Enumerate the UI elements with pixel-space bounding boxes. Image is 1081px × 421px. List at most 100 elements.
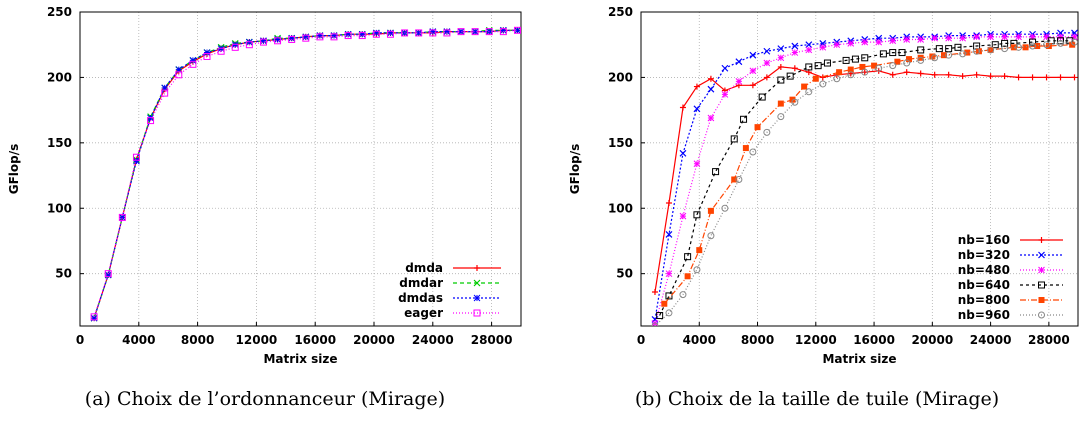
data-point bbox=[935, 45, 943, 53]
data-point bbox=[940, 52, 947, 59]
x-tick-label: 0 bbox=[76, 333, 84, 347]
data-point bbox=[805, 63, 813, 71]
data-point bbox=[847, 66, 854, 73]
data-point bbox=[415, 29, 423, 37]
data-point bbox=[875, 64, 883, 72]
data-point bbox=[735, 175, 743, 183]
data-point bbox=[931, 54, 939, 62]
data-point bbox=[1071, 74, 1078, 81]
data-point bbox=[679, 149, 687, 157]
data-point bbox=[847, 40, 855, 47]
chart-tile-size-choice: 0 4000 8000 12000 16000 20000 24000 28000 50 100 1… bbox=[568, 5, 1079, 366]
data-point bbox=[1043, 74, 1050, 81]
series-line-dmda bbox=[93, 29, 518, 319]
data-point bbox=[707, 232, 715, 240]
data-point bbox=[651, 322, 659, 326]
data-point bbox=[777, 76, 785, 84]
data-point bbox=[651, 288, 658, 295]
data-point bbox=[203, 49, 211, 56]
legend-label: eager bbox=[404, 306, 443, 320]
y-tick-label: 150 bbox=[608, 136, 633, 150]
data-point bbox=[684, 253, 692, 261]
data-point bbox=[833, 75, 841, 83]
data-point bbox=[917, 56, 925, 64]
data-point bbox=[415, 29, 423, 37]
data-point bbox=[161, 84, 169, 92]
data-point bbox=[457, 28, 465, 35]
data-point bbox=[959, 50, 967, 58]
data-point bbox=[712, 168, 720, 176]
data-point bbox=[763, 74, 770, 81]
data-point bbox=[1069, 41, 1076, 48]
data-point bbox=[1015, 74, 1022, 81]
data-point bbox=[758, 93, 766, 101]
data-point bbox=[1029, 42, 1037, 50]
x-tick-label: 28000 bbox=[471, 333, 513, 347]
data-point bbox=[693, 266, 701, 274]
data-point bbox=[693, 160, 701, 168]
data-point bbox=[1015, 43, 1023, 51]
data-point bbox=[189, 57, 197, 64]
series-group bbox=[651, 29, 1078, 326]
legend-marker bbox=[1038, 311, 1045, 319]
data-point bbox=[175, 71, 183, 79]
data-point bbox=[707, 207, 714, 214]
data-point bbox=[679, 212, 687, 220]
data-point bbox=[132, 153, 140, 161]
data-point bbox=[889, 37, 897, 45]
series-line-nb160 bbox=[654, 66, 1075, 293]
data-point bbox=[973, 47, 981, 55]
data-point bbox=[801, 83, 808, 90]
data-point bbox=[1015, 33, 1022, 41]
plot-frame bbox=[79, 11, 522, 327]
data-point bbox=[987, 46, 995, 54]
data-point bbox=[665, 230, 673, 238]
data-point bbox=[104, 270, 112, 278]
data-point bbox=[104, 271, 112, 279]
data-point bbox=[693, 83, 700, 90]
data-point bbox=[288, 35, 296, 43]
data-point bbox=[917, 46, 925, 54]
x-tick-label: 4000 bbox=[122, 333, 155, 347]
data-point bbox=[684, 273, 691, 280]
series-line-dmdar bbox=[93, 29, 518, 319]
data-point bbox=[973, 33, 980, 41]
data-point bbox=[903, 69, 910, 76]
data-point bbox=[945, 71, 952, 78]
data-point bbox=[1001, 45, 1009, 53]
series-line-nb960 bbox=[654, 41, 1075, 326]
data-point bbox=[879, 50, 887, 58]
data-point bbox=[805, 88, 813, 96]
data-point bbox=[754, 124, 761, 131]
legend-label: nb=320 bbox=[958, 248, 1010, 262]
data-point bbox=[217, 47, 225, 55]
data-point bbox=[1071, 38, 1078, 46]
data-point bbox=[954, 43, 962, 51]
data-point bbox=[386, 30, 394, 38]
data-point bbox=[665, 309, 673, 317]
data-point bbox=[1010, 44, 1017, 51]
legend-label: dmdas bbox=[398, 291, 443, 305]
data-point bbox=[429, 29, 437, 37]
data-point bbox=[861, 38, 869, 46]
data-point bbox=[731, 176, 738, 183]
data-point bbox=[133, 157, 140, 165]
data-point bbox=[344, 30, 352, 38]
data-point bbox=[721, 64, 729, 72]
data-point bbox=[661, 300, 668, 307]
data-point bbox=[819, 43, 827, 51]
x-tick-label: 8000 bbox=[181, 333, 214, 347]
data-point bbox=[485, 28, 493, 36]
series-line-nb800 bbox=[663, 44, 1073, 305]
data-point bbox=[763, 59, 771, 67]
data-point bbox=[763, 128, 771, 136]
data-point bbox=[964, 49, 971, 56]
legend-label: dmda bbox=[405, 261, 443, 275]
data-point bbox=[1071, 33, 1078, 41]
data-point bbox=[161, 89, 169, 97]
data-point bbox=[1022, 44, 1029, 51]
data-point bbox=[1029, 74, 1036, 81]
data-point bbox=[707, 114, 715, 122]
data-point bbox=[500, 26, 507, 34]
x-tick-label: 0 bbox=[637, 333, 645, 347]
